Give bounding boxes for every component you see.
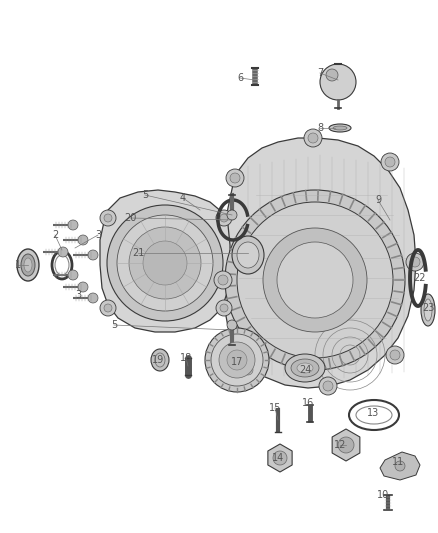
Text: 11: 11 [392,457,404,467]
Text: 14: 14 [272,453,284,463]
Circle shape [406,253,424,271]
Circle shape [385,157,395,167]
Circle shape [205,328,269,392]
Ellipse shape [424,299,432,321]
Circle shape [308,133,318,143]
Circle shape [129,227,201,299]
Ellipse shape [329,124,351,132]
Circle shape [225,190,405,370]
Ellipse shape [291,359,319,377]
Circle shape [214,271,232,289]
Text: 20: 20 [124,213,136,223]
Ellipse shape [17,249,39,281]
Circle shape [100,210,116,226]
Circle shape [88,293,98,303]
Text: 1: 1 [15,260,21,270]
Circle shape [227,210,237,220]
Text: 24: 24 [299,365,311,375]
Text: 3: 3 [95,230,101,240]
Circle shape [100,300,116,316]
Polygon shape [332,429,360,461]
Circle shape [338,437,354,453]
Circle shape [143,241,187,285]
Ellipse shape [421,294,435,326]
Circle shape [319,377,337,395]
Circle shape [218,275,228,285]
Circle shape [117,215,213,311]
Text: 16: 16 [302,398,314,408]
Circle shape [68,270,78,280]
Circle shape [58,247,68,257]
Circle shape [220,214,228,222]
Circle shape [304,129,322,147]
Text: 5: 5 [111,320,117,330]
Circle shape [227,350,247,370]
Circle shape [220,304,228,312]
Circle shape [104,304,112,312]
Circle shape [216,210,232,226]
Ellipse shape [21,254,35,276]
Circle shape [386,346,404,364]
Ellipse shape [237,242,259,268]
Circle shape [273,451,287,465]
Circle shape [395,461,405,471]
Circle shape [326,69,338,81]
Circle shape [107,205,223,321]
Circle shape [226,169,244,187]
Polygon shape [268,444,292,472]
Text: 12: 12 [334,440,346,450]
Circle shape [230,173,240,183]
Polygon shape [380,452,420,480]
Ellipse shape [232,236,264,274]
Circle shape [277,242,353,318]
Circle shape [219,342,255,378]
Circle shape [381,153,399,171]
Text: 10: 10 [377,490,389,500]
Text: 3: 3 [75,290,81,300]
Ellipse shape [297,363,313,373]
Polygon shape [222,138,416,388]
Circle shape [88,250,98,260]
Circle shape [410,257,420,267]
Circle shape [211,334,263,386]
Circle shape [243,365,253,375]
Circle shape [78,235,88,245]
Text: 13: 13 [367,408,379,418]
Circle shape [390,350,400,360]
Text: 2: 2 [52,230,58,240]
Text: 22: 22 [414,273,426,283]
Circle shape [237,202,393,358]
Circle shape [263,228,367,332]
Ellipse shape [285,354,325,382]
Text: 18: 18 [180,353,192,363]
Circle shape [239,361,257,379]
Text: 17: 17 [231,357,243,367]
Ellipse shape [151,349,169,371]
Ellipse shape [24,258,32,272]
Text: 21: 21 [132,248,144,258]
Polygon shape [100,190,230,332]
Circle shape [68,220,78,230]
Text: 9: 9 [375,195,381,205]
Text: 4: 4 [180,193,186,203]
Circle shape [320,64,356,100]
Circle shape [78,282,88,292]
Text: 5: 5 [142,190,148,200]
Text: 15: 15 [269,403,281,413]
Circle shape [104,214,112,222]
Ellipse shape [333,126,347,130]
Text: 8: 8 [317,123,323,133]
Circle shape [323,381,333,391]
Circle shape [227,320,237,330]
Text: 19: 19 [152,355,164,365]
Circle shape [216,300,232,316]
Text: 23: 23 [422,303,434,313]
Text: 6: 6 [237,73,243,83]
Text: 7: 7 [317,68,323,78]
